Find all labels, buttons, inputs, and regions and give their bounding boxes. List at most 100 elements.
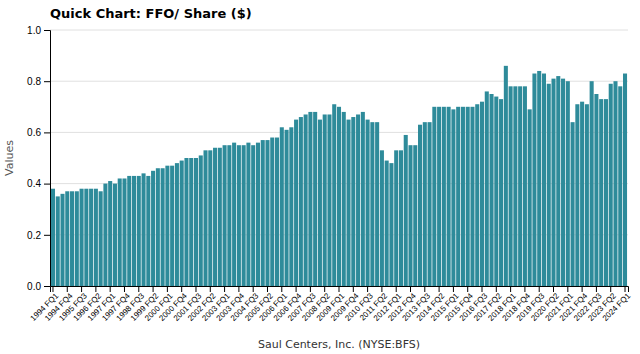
x-axis: 1994 FQ11994 FQ41995 FQ31996 FQ21997 FQ1… xyxy=(29,286,633,323)
bar xyxy=(504,66,508,286)
bar xyxy=(94,189,98,286)
bar xyxy=(485,91,489,286)
bar xyxy=(156,168,160,286)
bar xyxy=(99,191,103,286)
bar xyxy=(299,117,303,286)
bar xyxy=(194,158,198,286)
bar xyxy=(580,102,584,286)
y-tick: 0.2 xyxy=(27,230,50,241)
bar xyxy=(623,74,627,286)
bar xyxy=(165,166,169,286)
y-tick: 0.0 xyxy=(27,281,50,292)
bar xyxy=(113,184,117,286)
bar xyxy=(575,104,579,286)
bar xyxy=(127,176,131,286)
bar xyxy=(256,143,260,286)
bar xyxy=(170,166,174,286)
bar xyxy=(456,107,460,286)
grid xyxy=(50,30,628,286)
bar xyxy=(318,120,322,286)
x-tick-label: 2024 FQ1 xyxy=(601,291,633,323)
bar xyxy=(146,176,150,286)
bar xyxy=(351,117,355,286)
bar xyxy=(428,122,432,286)
x-axis-title: Saul Centers, Inc. (NYSE:BFS) xyxy=(258,338,420,351)
bar xyxy=(442,107,446,286)
chart: 0.0 0.2 0.4 0.6 0.8 1.0 1994 FQ11994 FQ41995 F… xyxy=(0,0,640,354)
bar xyxy=(213,148,217,286)
bar xyxy=(89,189,93,286)
bar xyxy=(513,86,517,286)
bar xyxy=(599,99,603,286)
bar xyxy=(609,84,613,286)
y-tick-mark xyxy=(44,132,50,133)
bar xyxy=(532,74,536,286)
bar xyxy=(537,71,541,286)
bar xyxy=(246,143,250,286)
bar xyxy=(480,102,484,286)
bar xyxy=(475,104,479,286)
y-axis: 0.0 0.2 0.4 0.6 0.8 1.0 xyxy=(27,25,50,292)
bar xyxy=(523,86,527,286)
bar xyxy=(75,191,79,286)
bar xyxy=(285,130,289,286)
bar xyxy=(370,122,374,286)
bar xyxy=(142,173,146,286)
y-tick: 0.8 xyxy=(27,76,50,87)
y-tick-mark xyxy=(44,81,50,82)
bar xyxy=(556,76,560,286)
bar xyxy=(70,191,74,286)
bar xyxy=(375,122,379,286)
bar xyxy=(132,176,136,286)
bar xyxy=(585,104,589,286)
bar xyxy=(342,112,346,286)
bar xyxy=(404,135,408,286)
bar xyxy=(423,122,427,286)
bar xyxy=(618,86,622,286)
bar xyxy=(385,161,389,286)
y-axis-title: Values xyxy=(3,140,16,176)
y-tick: 0.6 xyxy=(27,127,50,138)
y-tick-label: 0.4 xyxy=(27,178,41,189)
bar xyxy=(432,107,436,286)
grid-line xyxy=(50,81,628,82)
bar xyxy=(242,145,246,286)
bar xyxy=(199,155,203,286)
bar xyxy=(151,171,155,286)
y-tick-mark xyxy=(44,235,50,236)
bar xyxy=(361,112,365,286)
bar xyxy=(547,84,551,286)
bar xyxy=(451,109,455,286)
bar xyxy=(408,145,412,286)
title: Quick Chart: FFO/ Share ($) xyxy=(50,6,252,21)
plot: 0.0 0.2 0.4 0.6 0.8 1.0 1994 FQ11994 FQ41995 F… xyxy=(27,25,633,323)
bar xyxy=(294,120,298,286)
bar xyxy=(313,112,317,286)
bar xyxy=(590,81,594,286)
bar xyxy=(566,81,570,286)
bar xyxy=(223,145,227,286)
bar xyxy=(208,150,212,286)
bar xyxy=(494,97,498,286)
bar xyxy=(466,107,470,286)
bar xyxy=(337,107,341,286)
bar xyxy=(470,107,474,286)
bar xyxy=(289,127,293,286)
bar xyxy=(122,178,126,286)
bar xyxy=(509,86,513,286)
bar xyxy=(327,114,331,286)
bar xyxy=(175,163,179,286)
grid-line xyxy=(50,30,628,31)
bar xyxy=(80,189,84,286)
bar xyxy=(594,94,598,286)
bar xyxy=(103,184,107,286)
bar xyxy=(366,120,370,286)
y-tick-mark xyxy=(44,184,50,185)
bar xyxy=(161,168,165,286)
y-tick: 1.0 xyxy=(27,25,50,36)
bar xyxy=(137,176,141,286)
bar xyxy=(447,107,451,286)
x-tick: 2024 FQ1 xyxy=(601,286,633,323)
bar xyxy=(413,145,417,286)
bar xyxy=(261,140,265,286)
